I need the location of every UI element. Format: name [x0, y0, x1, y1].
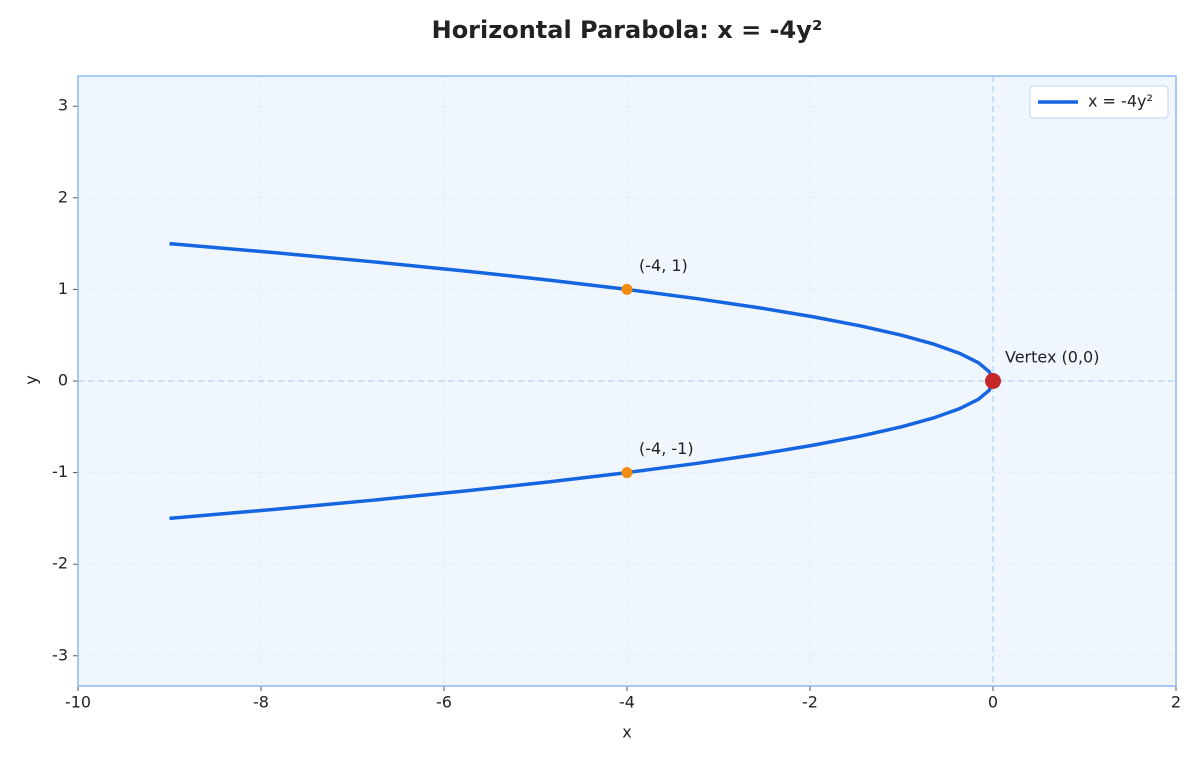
legend-box	[1029, 85, 1169, 119]
annotation: (-4, -1)	[639, 439, 694, 458]
y-tick-label: 3	[58, 96, 68, 115]
plot-border	[77, 75, 1177, 687]
point	[621, 467, 633, 479]
x-tick-label: -2	[802, 693, 818, 712]
y-tick-label: 1	[58, 279, 68, 298]
annotation: (-4, 1)	[639, 256, 688, 275]
y-tick-label: -3	[52, 645, 68, 664]
y-axis-label: y	[22, 375, 41, 384]
point	[985, 373, 1001, 389]
x-tick-label: 0	[988, 693, 998, 712]
point	[621, 283, 633, 295]
legend-label: x = -4y²	[1088, 92, 1153, 111]
chart-title: Horizontal Parabola: x = -4y²	[432, 16, 823, 44]
annotation: Vertex (0,0)	[1005, 348, 1099, 367]
y-tick-label: -1	[52, 462, 68, 481]
y-tick-label: -2	[52, 554, 68, 573]
x-tick-label: -8	[253, 693, 269, 712]
x-tick-label: -6	[436, 693, 452, 712]
x-tick-label: 2	[1171, 693, 1181, 712]
x-tick-label: -4	[619, 693, 635, 712]
x-tick-label: -10	[65, 693, 91, 712]
y-tick-label: 2	[58, 187, 68, 206]
x-axis-label: x	[622, 723, 631, 742]
y-tick-label: 0	[58, 371, 68, 390]
